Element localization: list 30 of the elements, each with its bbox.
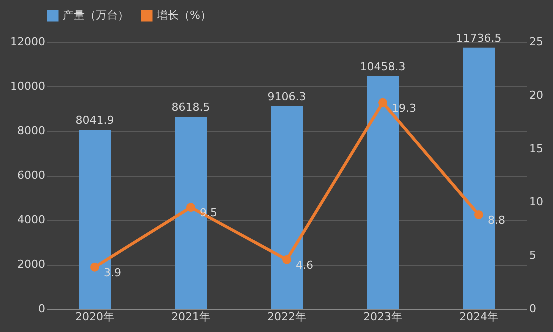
point: [474, 210, 484, 220]
y-tick-label: 6000: [18, 169, 46, 182]
y2-tick-label: 20: [530, 88, 544, 102]
data-label: 8618.5: [172, 101, 210, 114]
legend-label: 产量（万台）: [63, 9, 129, 22]
point: [378, 98, 388, 108]
y2-tick-label: 25: [530, 36, 544, 48]
data-label: 11736.5: [456, 32, 502, 45]
x-tick-label: 2020年: [76, 310, 114, 324]
x-tick-label: 2021年: [172, 310, 210, 324]
y-tick-label: 12000: [10, 36, 46, 48]
data-label: 9106.3: [268, 90, 306, 104]
y2-tick-label: 5: [530, 249, 536, 262]
y-tick-label: 8000: [18, 124, 46, 138]
point: [90, 262, 100, 272]
point: [282, 255, 292, 264]
data-label: 10458.3: [360, 60, 406, 74]
x-tick-label: 2024年: [460, 310, 498, 324]
y2-tick-label: 15: [530, 142, 544, 156]
x-tick-label: 2023年: [364, 310, 402, 324]
point: [186, 203, 196, 212]
y-tick-label: 4000: [18, 214, 46, 226]
y-tick-label: 0: [38, 302, 46, 316]
y-tick-label: 2000: [18, 258, 46, 271]
legend-label: 增长（%）: [156, 9, 212, 22]
y2-tick-label: 10: [530, 196, 544, 209]
y-tick-label: 10000: [10, 80, 46, 93]
data-label: 8041.9: [76, 114, 114, 128]
x-tick-label: 2022年: [268, 310, 306, 324]
y2-tick-label: 0: [530, 302, 536, 316]
